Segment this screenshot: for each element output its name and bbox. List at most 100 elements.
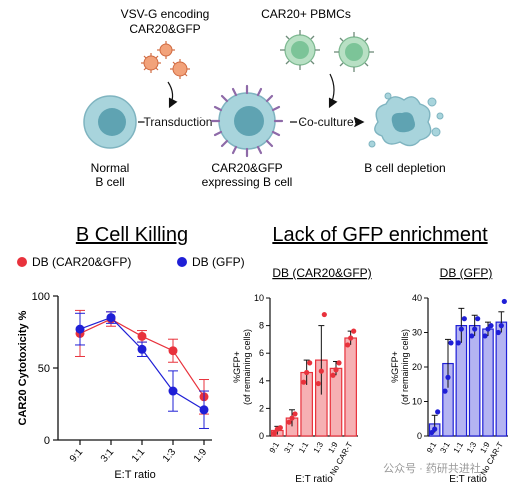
bar-point-3-2 <box>475 316 481 322</box>
data-point-1-1 <box>106 313 116 323</box>
bar-point-0-2 <box>435 409 441 415</box>
bar-point-0-0 <box>271 430 277 436</box>
legend-label-1: DB (GFP) <box>192 255 245 269</box>
bar-point-1-2 <box>448 340 454 346</box>
y-tick-label-0: 0 <box>44 435 50 447</box>
y-tick-label-2: 4 <box>259 376 264 386</box>
y-tick-label-3: 6 <box>259 348 264 358</box>
killing-section-title: B Cell Killing <box>76 224 188 246</box>
car-b-cell-icon <box>210 84 284 158</box>
virus-label-line-2: CAR20&GFP <box>129 22 200 36</box>
x-tick-label-1: 3:1 <box>282 440 296 455</box>
schematic: VSV-G encoding CAR20&GFP Normal B cell T… <box>83 7 446 189</box>
legend-marker-1 <box>177 257 187 267</box>
y-tick-label-1: 50 <box>38 363 50 375</box>
data-point-0-2 <box>137 331 147 341</box>
x-tick-label-0: 9:1 <box>268 440 282 455</box>
bar-point-0-2 <box>277 425 283 431</box>
data-point-1-0 <box>75 324 85 334</box>
data-point-0-3 <box>168 346 178 356</box>
bar-4 <box>329 367 343 437</box>
gfp-section-title: Lack of GFP enrichment <box>272 224 488 246</box>
bar-point-1-0 <box>442 388 448 394</box>
transduction-label: Transduction <box>144 115 213 129</box>
bar-point-2-0 <box>455 340 461 346</box>
bar-point-4-1 <box>333 367 339 373</box>
bar-point-5-0 <box>345 342 351 348</box>
x-tick-label-4: 1:9 <box>326 440 340 455</box>
legend-label-0: DB (CAR20&GFP) <box>32 255 131 269</box>
bar-point-5-2 <box>351 328 357 334</box>
pbmc-label: CAR20+ PBMCs <box>261 7 351 21</box>
bar-point-3-1 <box>472 326 478 332</box>
bar-point-2-2 <box>461 316 467 322</box>
bar-chart-title: DB (GFP) <box>440 266 493 280</box>
y-axis-title: CAR20 Cytotoxicity % <box>17 310 29 425</box>
x-tick-label-1: 3:1 <box>438 440 452 455</box>
bar-4 <box>482 328 494 437</box>
bar-point-1-2 <box>292 411 298 417</box>
bar-point-5-1 <box>348 335 354 341</box>
bar-point-5-2 <box>501 298 507 305</box>
virus-particles-icon <box>141 41 190 79</box>
bar-point-3-1 <box>318 368 324 374</box>
bar-3 <box>468 325 481 437</box>
data-point-1-2 <box>137 344 147 354</box>
bar-point-1-1 <box>289 415 295 421</box>
data-point-1-4 <box>199 405 209 415</box>
watermark-text: 公众号 · 药研共进社 <box>383 461 481 475</box>
bar-point-2-0 <box>301 379 307 385</box>
x-axis-title: E:T ratio <box>295 474 333 485</box>
y-axis-title-2: (of remaining cells) <box>242 329 252 405</box>
pbmc-cells-icon <box>280 30 374 72</box>
normal-b-cell-label-line-2: B cell <box>95 175 124 189</box>
y-tick-label-0: 0 <box>259 431 264 441</box>
car-b-cell-label-line-1: CAR20&GFP <box>211 161 282 175</box>
y-axis-title: %GFP+ <box>232 351 242 383</box>
bar-point-3-2 <box>321 311 327 318</box>
bar-point-3-0 <box>315 380 321 387</box>
y-tick-label-1: 10 <box>412 397 422 407</box>
bar-point-0-1 <box>432 426 438 432</box>
virus-arrow <box>167 81 178 109</box>
depleted-b-cell-icon <box>368 92 444 148</box>
gfp-bar-chart-car20: DB (CAR20&GFP) 0 2 4 6 8 10 %GFP+ (of remaining … <box>232 266 372 485</box>
y-tick-label-3: 30 <box>412 328 422 338</box>
bar-point-2-1 <box>304 369 310 376</box>
bar-point-2-1 <box>458 326 464 332</box>
bar-point-5-0 <box>495 329 501 336</box>
y-tick-label-4: 40 <box>412 293 422 303</box>
x-tick-label-2: 1:1 <box>452 440 466 455</box>
bar-point-5-1 <box>498 323 504 329</box>
legend-marker-0 <box>17 257 27 267</box>
bar-5 <box>344 337 357 437</box>
y-tick-label-2: 20 <box>412 362 422 372</box>
bar-point-4-0 <box>482 333 488 339</box>
bar-point-0-0 <box>429 429 435 436</box>
x-tick-label-3: 1:3 <box>161 447 179 465</box>
bar-point-2-2 <box>307 360 313 366</box>
car-b-cell-label-line-2: expressing B cell <box>202 175 293 189</box>
bar-point-4-2 <box>336 360 342 366</box>
coculture-label: Co-culture <box>298 115 354 129</box>
depletion-label: B cell depletion <box>364 161 445 175</box>
bar-5 <box>495 321 508 437</box>
x-axis-title: E:T ratio <box>449 474 487 485</box>
y-axis-title-2: (of remaining cells) <box>400 329 410 405</box>
bar-point-3-0 <box>469 333 475 339</box>
y-tick-label-5: 10 <box>254 293 264 303</box>
bar-point-1-1 <box>445 374 451 380</box>
normal-b-cell-icon <box>83 95 137 149</box>
y-tick-label-1: 2 <box>259 403 264 413</box>
x-tick-label-0: 9:1 <box>68 447 86 465</box>
gfp-bar-chart-gfp: DB (GFP) 0 10 20 30 40 %GFP+ (of remaining cell… <box>390 266 508 485</box>
normal-b-cell-label-line-1: Normal <box>91 161 130 175</box>
virus-label-line-1: VSV-G encoding <box>121 7 210 21</box>
x-tick-label-0: 9:1 <box>425 440 439 455</box>
killing-line-chart: DB (CAR20&GFP) DB (GFP) 0 50 100 9:1 3:1 1:1 1:3… <box>17 255 245 481</box>
x-tick-label-4: 1:9 <box>192 447 210 465</box>
y-tick-label-4: 8 <box>259 321 264 331</box>
data-point-1-3 <box>168 386 178 396</box>
x-axis-title: E:T ratio <box>114 469 155 481</box>
x-tick-label-3: 1:3 <box>312 440 326 455</box>
